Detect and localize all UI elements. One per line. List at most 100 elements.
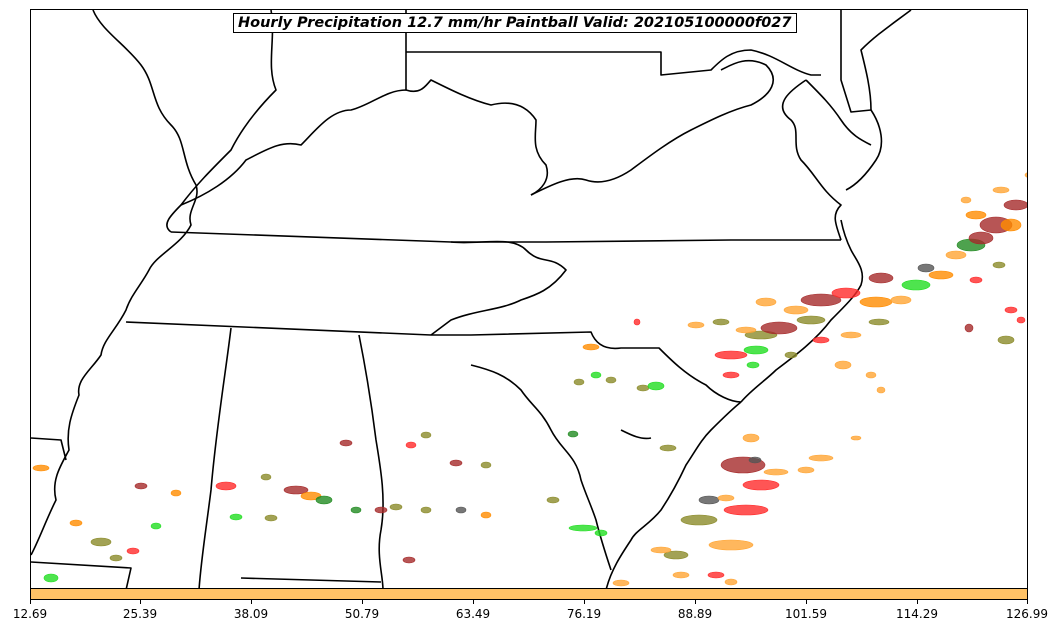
precipitation-blob	[339, 439, 353, 447]
precipitation-blob	[945, 250, 967, 260]
precipitation-blob	[783, 305, 809, 315]
precipitation-blob	[480, 511, 492, 519]
precipitation-blob	[992, 261, 1006, 269]
precipitation-blob	[698, 495, 720, 505]
precipitation-blob	[264, 514, 278, 522]
precipitation-blob	[90, 537, 112, 547]
precipitation-blob	[389, 503, 403, 511]
precipitation-blob	[109, 554, 123, 562]
precipitation-blob	[928, 270, 954, 280]
precipitation-blob	[797, 466, 815, 474]
atlantic-coast	[605, 401, 742, 588]
gulf-line	[31, 561, 132, 588]
precipitation-blob	[712, 318, 730, 326]
precipitation-blob	[126, 547, 140, 555]
precipitation-blob	[868, 318, 890, 326]
precipitation-blob	[796, 315, 826, 325]
precipitation-blob	[708, 539, 754, 551]
colorbar-tick-label: 126.99	[1006, 607, 1048, 621]
delmarva	[845, 109, 883, 191]
alabama-bottom	[240, 577, 382, 583]
pennsylvania-line	[406, 49, 821, 76]
precipitation-blob	[350, 506, 362, 514]
precipitation-blob	[997, 335, 1015, 345]
precipitation-blob	[283, 485, 309, 495]
precipitation-blob	[663, 550, 689, 560]
precipitation-blob	[742, 433, 760, 443]
precipitation-blob	[647, 381, 665, 391]
nc-sc-border	[470, 331, 742, 403]
precipitation-blob	[763, 468, 789, 476]
nc-coast	[740, 219, 864, 403]
precipitation-blob	[901, 279, 931, 291]
precipitation-blob	[260, 473, 272, 481]
precipitation-blob	[735, 326, 757, 334]
precipitation-blob	[215, 481, 237, 491]
precipitation-blob	[546, 496, 560, 504]
precipitation-blob	[755, 297, 777, 307]
precipitation-blob	[746, 361, 760, 369]
precipitation-blob	[582, 343, 600, 351]
tennessee-south-border	[125, 321, 471, 336]
precipitation-blob	[960, 196, 972, 204]
precipitation-blob	[808, 454, 834, 462]
map-title: Hourly Precipitation 12.7 mm/hr Paintbal…	[233, 13, 797, 33]
precipitation-blob	[1004, 306, 1018, 314]
precipitation-blob	[917, 263, 935, 273]
kentucky-tennessee-border	[170, 231, 841, 243]
precipitation-blob	[672, 571, 690, 579]
precipitation-blob	[865, 371, 877, 379]
colorbar-tick-label: 12.69	[12, 607, 48, 621]
precipitation-blob	[1024, 172, 1027, 178]
precipitation-blob	[605, 376, 617, 384]
precipitation-blob	[890, 295, 912, 305]
precipitation-blob	[969, 276, 983, 284]
precipitation-blob	[594, 529, 608, 537]
state-boundaries	[31, 10, 912, 588]
precipitation-blob	[659, 444, 677, 452]
precipitation-blob	[134, 482, 148, 490]
precipitation-blob	[687, 321, 705, 329]
precipitation-blob	[680, 514, 718, 526]
colorbar-tick-label: 114.29	[896, 607, 938, 621]
precipitation-blob	[1000, 218, 1022, 232]
precipitation-blob	[420, 506, 432, 514]
mississippi-alabama-border	[198, 327, 232, 588]
precipitation-blob	[1003, 199, 1027, 211]
precipitation-blob	[707, 571, 725, 579]
virginia-east	[781, 79, 842, 241]
precipitation-blob	[567, 430, 579, 438]
georgia-sc-border	[470, 364, 612, 571]
colorbar-tick-label: 63.49	[455, 607, 491, 621]
precipitation-blob	[449, 459, 463, 467]
precipitation-blob	[1016, 316, 1026, 324]
colorbar-tick-label: 101.59	[785, 607, 827, 621]
precipitation-blob	[170, 489, 182, 497]
precipitation-blob	[964, 323, 974, 333]
precipitation-blob	[69, 519, 83, 527]
precipitation-blob	[724, 578, 738, 586]
colorbar-tick-label: 88.89	[677, 607, 713, 621]
precipitation-paintballs	[32, 172, 1027, 587]
colorbar-tick-label: 25.39	[122, 607, 158, 621]
precipitation-blob	[743, 345, 769, 355]
precipitation-blob	[876, 386, 886, 394]
precipitation-blob	[831, 287, 861, 299]
precipitation-blob	[717, 494, 735, 502]
northeast-border	[840, 10, 912, 113]
tennessee-nc-border	[430, 240, 567, 336]
precipitation-blob	[568, 524, 598, 532]
colorbar	[30, 588, 1028, 600]
chesapeake	[805, 79, 872, 146]
indiana-kentucky-border	[166, 10, 277, 233]
precipitation-blob	[784, 351, 798, 359]
west-virginia	[530, 60, 774, 196]
precipitation-blob	[636, 384, 650, 392]
precipitation-blob	[868, 272, 894, 284]
lake-marion	[620, 429, 652, 440]
precipitation-blob	[859, 296, 893, 308]
precipitation-blob	[43, 573, 59, 583]
alabama-georgia-border	[358, 334, 384, 588]
precipitation-blob	[723, 504, 769, 516]
precipitation-blob	[405, 441, 417, 449]
